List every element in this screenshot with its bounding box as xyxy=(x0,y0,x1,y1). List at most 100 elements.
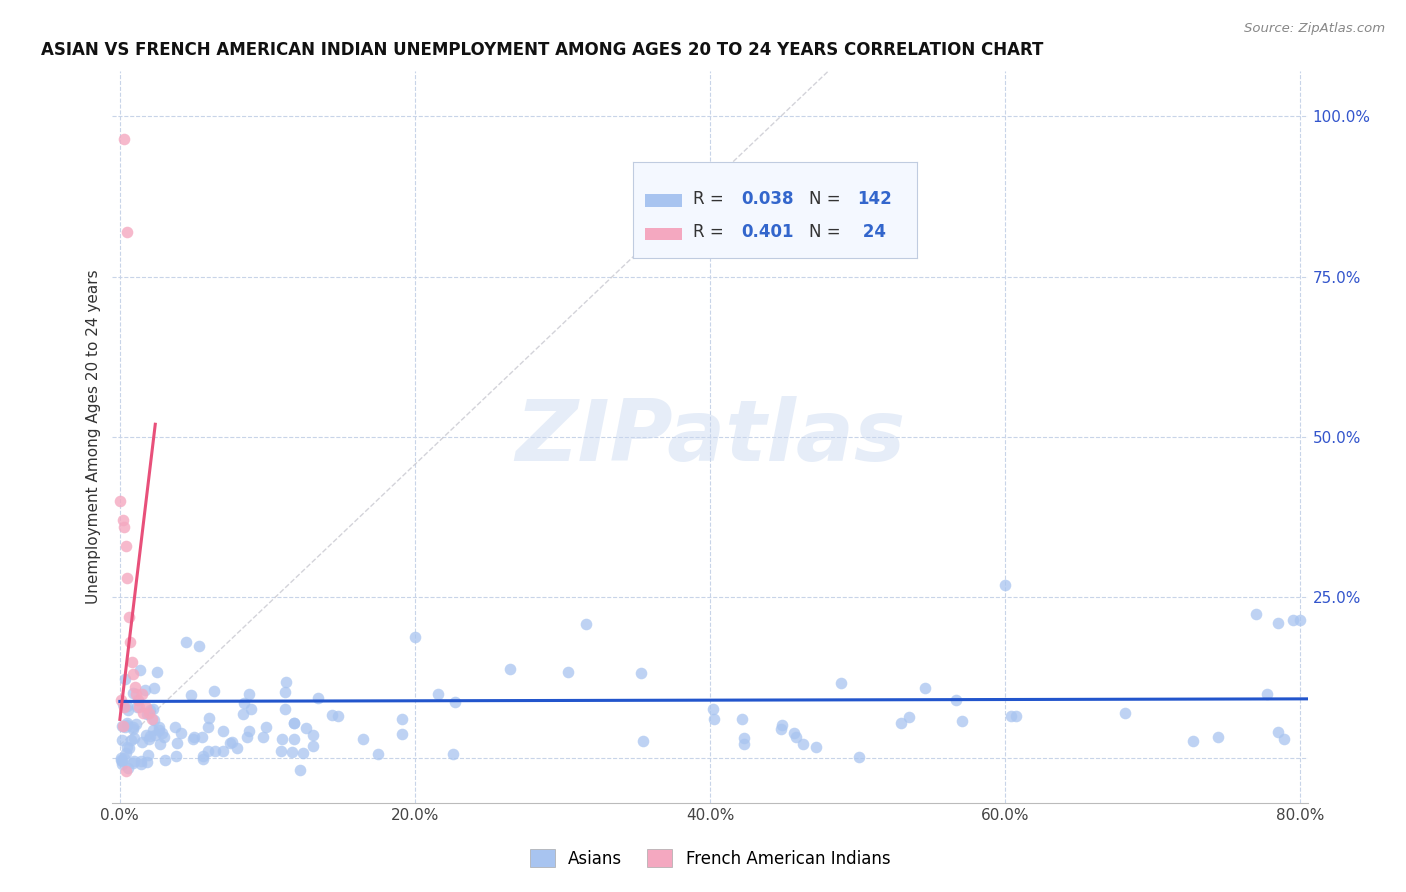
Point xyxy=(1005,708,1028,723)
Point xyxy=(132,706,155,720)
Point xyxy=(143,728,166,742)
Point xyxy=(112,520,135,534)
Point xyxy=(221,735,243,749)
Point xyxy=(131,734,153,748)
Point xyxy=(1114,706,1136,721)
Point xyxy=(290,763,312,777)
Bar xyxy=(645,227,682,240)
Point xyxy=(115,746,138,760)
Point xyxy=(112,699,135,714)
Point xyxy=(122,731,145,746)
Text: 0.401: 0.401 xyxy=(741,223,793,241)
Point xyxy=(134,682,156,697)
Point xyxy=(191,749,214,764)
Point xyxy=(183,731,205,745)
Point xyxy=(212,744,235,758)
Point xyxy=(254,720,277,734)
Point xyxy=(170,726,193,740)
Point xyxy=(557,665,579,680)
Point xyxy=(165,749,187,764)
Text: ZIPatlas: ZIPatlas xyxy=(515,395,905,479)
Point xyxy=(630,666,652,681)
Point xyxy=(848,750,870,764)
Point xyxy=(733,731,755,745)
Point xyxy=(114,539,136,553)
Point xyxy=(404,630,426,644)
Point xyxy=(121,720,143,734)
Point xyxy=(994,577,1017,591)
Point xyxy=(783,725,806,739)
Point xyxy=(136,747,159,762)
Point xyxy=(129,756,152,771)
Point xyxy=(702,702,724,716)
Point xyxy=(128,663,150,677)
Point xyxy=(114,672,136,686)
Point xyxy=(212,724,235,739)
Point xyxy=(281,745,304,759)
Point xyxy=(391,727,413,741)
Point xyxy=(235,731,257,745)
Point xyxy=(890,715,912,730)
Point xyxy=(274,685,297,699)
Point xyxy=(125,716,148,731)
Text: 24: 24 xyxy=(858,223,886,241)
Point xyxy=(197,710,219,724)
Point xyxy=(321,707,343,722)
Point xyxy=(1000,709,1022,723)
Point xyxy=(146,665,169,679)
Point xyxy=(328,709,350,723)
Point xyxy=(1267,616,1289,631)
Point xyxy=(115,739,138,754)
Point xyxy=(218,736,240,750)
Point xyxy=(301,728,323,742)
Point xyxy=(112,132,135,146)
Point xyxy=(122,667,145,681)
Point xyxy=(731,712,754,726)
Point xyxy=(233,696,256,710)
Point xyxy=(498,662,520,676)
Point xyxy=(118,740,141,755)
Point xyxy=(117,703,139,717)
Point xyxy=(444,695,467,709)
Point xyxy=(128,699,150,714)
Point xyxy=(391,712,413,726)
Point xyxy=(1267,724,1289,739)
Point xyxy=(118,609,141,624)
Point xyxy=(148,723,170,738)
Point xyxy=(283,716,305,731)
Point xyxy=(252,731,274,745)
Point xyxy=(914,681,936,695)
Point xyxy=(136,706,159,721)
Point xyxy=(110,719,132,733)
Point xyxy=(180,688,202,702)
Point xyxy=(114,764,136,778)
Point xyxy=(122,686,145,700)
Point xyxy=(733,738,755,752)
Point xyxy=(121,756,143,770)
Point xyxy=(274,702,297,716)
Point xyxy=(898,710,921,724)
Point xyxy=(197,720,219,734)
Point xyxy=(1181,733,1204,747)
Point xyxy=(575,617,598,632)
Point xyxy=(110,693,132,707)
Point xyxy=(135,699,157,714)
Point xyxy=(117,698,139,713)
Point xyxy=(142,681,165,695)
Point xyxy=(150,726,173,740)
Point xyxy=(1289,613,1312,627)
Point xyxy=(283,715,305,730)
Point xyxy=(202,684,225,698)
Text: 0.038: 0.038 xyxy=(741,189,793,208)
Point xyxy=(181,731,204,746)
Point xyxy=(274,675,297,690)
Point xyxy=(785,730,807,744)
Point xyxy=(110,753,132,767)
Point xyxy=(111,514,134,528)
Point xyxy=(631,734,654,748)
Point xyxy=(294,722,316,736)
Point xyxy=(1272,732,1295,747)
Point xyxy=(239,702,262,716)
Bar xyxy=(645,194,682,207)
Point xyxy=(302,739,325,753)
